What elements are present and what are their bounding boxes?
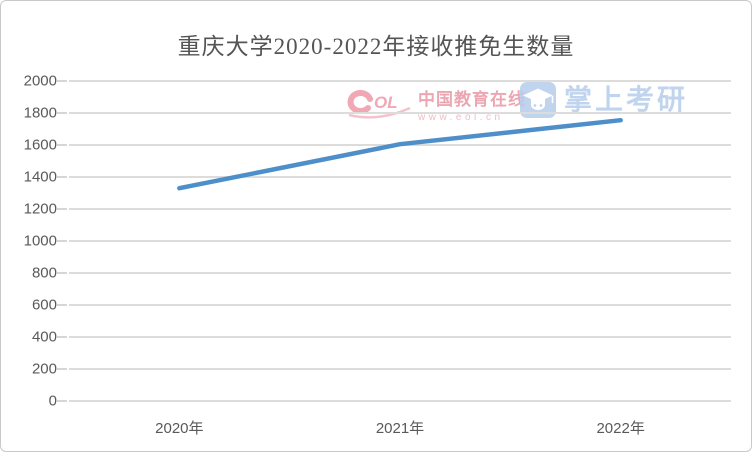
y-axis-tick: [57, 112, 67, 114]
zhangshang-kaoyan-watermark: 掌上考研: [520, 82, 688, 118]
gridline: [69, 400, 731, 402]
y-axis-label: 1400: [23, 168, 57, 186]
y-axis-label: 200: [31, 360, 57, 378]
gridline: [69, 112, 731, 114]
y-axis-tick: [57, 368, 67, 370]
svg-text:OL: OL: [374, 93, 398, 112]
gridline: [69, 272, 731, 274]
chart-title: 重庆大学2020-2022年接收推免生数量: [177, 34, 575, 59]
gridline: [69, 144, 731, 146]
gridline: [69, 208, 731, 210]
y-axis-tick: [57, 240, 67, 242]
y-axis-label: 2000: [23, 72, 57, 90]
x-axis-label: 2022年: [596, 420, 645, 437]
eol-watermark-url: www.eol.cn: [418, 112, 504, 123]
gridline: [69, 80, 731, 82]
y-axis-tick: [57, 272, 67, 274]
gridline: [69, 304, 731, 306]
y-axis-label: 0: [48, 392, 57, 410]
gridline: [69, 240, 731, 242]
gridline: [69, 368, 731, 370]
y-axis-tick: [57, 144, 67, 146]
y-axis-label: 800: [31, 264, 57, 282]
gridline: [69, 336, 731, 338]
y-axis-label: 1000: [23, 232, 57, 250]
y-axis-tick: [57, 208, 67, 210]
y-axis-label: 1600: [23, 136, 57, 154]
x-axis-label: 2020年: [155, 420, 204, 437]
y-axis-tick: [57, 80, 67, 82]
y-axis-label: 1800: [23, 104, 57, 122]
y-axis-label: 1200: [23, 200, 57, 218]
eol-watermark: OL 中国教育在线 www.eol.cn: [347, 85, 526, 123]
x-axis-label: 2021年: [375, 420, 425, 437]
y-axis-tick: [57, 400, 67, 402]
gridline: [69, 176, 731, 178]
eol-logo-icon: OL: [347, 90, 411, 119]
graduation-cap-icon: [520, 82, 556, 118]
y-axis-tick: [57, 304, 67, 306]
zhangshang-kaoyan-label: 掌上考研: [564, 84, 689, 115]
y-axis-label: 400: [31, 328, 57, 346]
eol-watermark-name: 中国教育在线: [418, 90, 526, 109]
eol-watermark-texts: 中国教育在线 www.eol.cn: [418, 85, 526, 123]
data-line: [177, 117, 623, 191]
y-axis-label: 600: [31, 296, 57, 314]
y-axis-tick: [57, 176, 67, 178]
y-axis-tick: [57, 336, 67, 338]
